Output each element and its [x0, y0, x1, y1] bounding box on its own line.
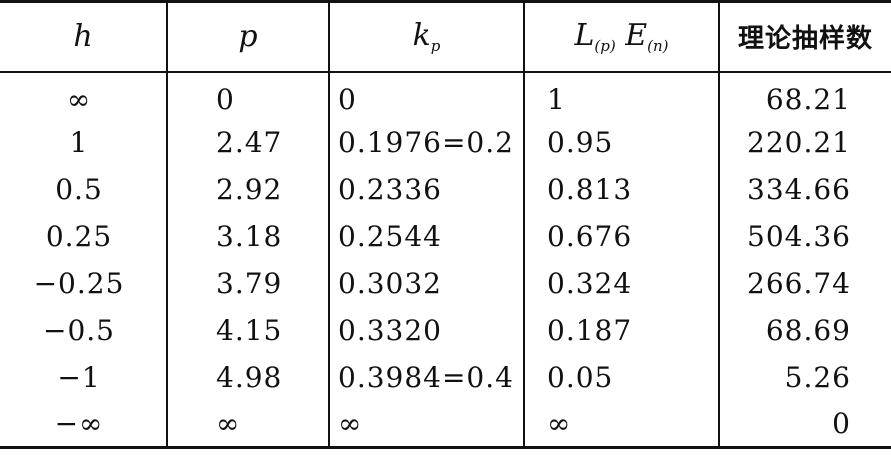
cell-kp: 0.1976=0.2: [328, 118, 524, 166]
header-kp-label: k: [412, 18, 431, 54]
header-p-label: p: [238, 19, 258, 55]
cell-h: 1: [69, 125, 89, 159]
cell-lp: 0.676: [523, 212, 719, 260]
header-row: h p kp L(p) E(n) 理论抽样数: [0, 0, 891, 73]
header-en-subscript: (n): [647, 37, 669, 56]
cell-sample: 0: [718, 400, 891, 449]
cell-p: 3.79: [166, 259, 329, 307]
cell-p: 4.15: [166, 306, 329, 354]
header-lp-en: L(p) E(n): [523, 0, 719, 73]
cell-kp: 0.3320: [328, 306, 524, 354]
header-h: h: [0, 0, 167, 73]
table-row: −1 4.98 0.3984=0.4 0.05 5.26: [0, 353, 891, 401]
cell-sample: 5.26: [718, 353, 891, 401]
cell-sample: 68.69: [718, 306, 891, 354]
cell-kp: 0: [328, 71, 524, 119]
cell-lp: 1: [523, 71, 719, 119]
cell-h: −1: [57, 360, 101, 394]
cell-h: −∞: [0, 400, 167, 449]
table-row: 0.25 3.18 0.2544 0.676 504.36: [0, 212, 891, 260]
cell-h: −0.25: [33, 266, 125, 300]
cell-lp: 0.324: [523, 259, 719, 307]
cell-sample: 266.74: [718, 259, 891, 307]
header-theoretical-sample-size: 理论抽样数: [718, 0, 891, 73]
header-kp-subscript: p: [430, 37, 441, 56]
cell-p: 2.92: [166, 165, 329, 213]
header-kp: kp: [328, 0, 524, 73]
cell-lp: 0.95: [523, 118, 719, 166]
table-row: −0.5 4.15 0.3320 0.187 68.69: [0, 306, 891, 354]
cell-lp: ∞: [523, 400, 719, 449]
cell-p: 4.98: [166, 353, 329, 401]
cell-sample: 220.21: [718, 118, 891, 166]
cell-sample: 504.36: [718, 212, 891, 260]
cell-h: −0.5: [43, 313, 115, 347]
table-header: h p kp L(p) E(n) 理论抽样数: [0, 0, 891, 73]
cell-kp: 0.3032: [328, 259, 524, 307]
header-p: p: [166, 0, 329, 73]
cell-lp: 0.05: [523, 353, 719, 401]
table-row: −0.25 3.79 0.3032 0.324 266.74: [0, 259, 891, 307]
header-h-label: h: [73, 19, 93, 55]
table-body: ∞ 0 0 1 68.21 1 2.47 0.1976=0.2 0.95 220…: [0, 71, 891, 449]
table-row: 0.5 2.92 0.2336 0.813 334.66: [0, 165, 891, 213]
cell-sample: 334.66: [718, 165, 891, 213]
cell-h: 0.25: [45, 219, 113, 253]
header-lp-subscript: (p): [594, 37, 616, 56]
cell-kp: ∞: [328, 400, 524, 449]
header-lp-label: L: [574, 18, 595, 54]
cell-kp: 0.2336: [328, 165, 524, 213]
cell-p: 2.47: [166, 118, 329, 166]
cell-h: ∞: [66, 83, 92, 116]
table-row: −∞ ∞ ∞ ∞ 0: [0, 400, 891, 449]
header-en-label: E: [625, 18, 648, 54]
table-row: ∞ 0 0 1 68.21: [0, 71, 891, 119]
cell-lp: 0.813: [523, 165, 719, 213]
table-row: 1 2.47 0.1976=0.2 0.95 220.21: [0, 118, 891, 166]
cell-kp: 0.3984=0.4: [328, 353, 524, 401]
cell-p: 3.18: [166, 212, 329, 260]
cell-h: 0.5: [55, 172, 103, 206]
cell-sample: 68.21: [718, 71, 891, 119]
cell-lp: 0.187: [523, 306, 719, 354]
cell-p: 0: [166, 71, 329, 119]
cell-kp: 0.2544: [328, 212, 524, 260]
header-sample-label: 理论抽样数: [737, 24, 873, 55]
cell-p: ∞: [166, 400, 329, 449]
